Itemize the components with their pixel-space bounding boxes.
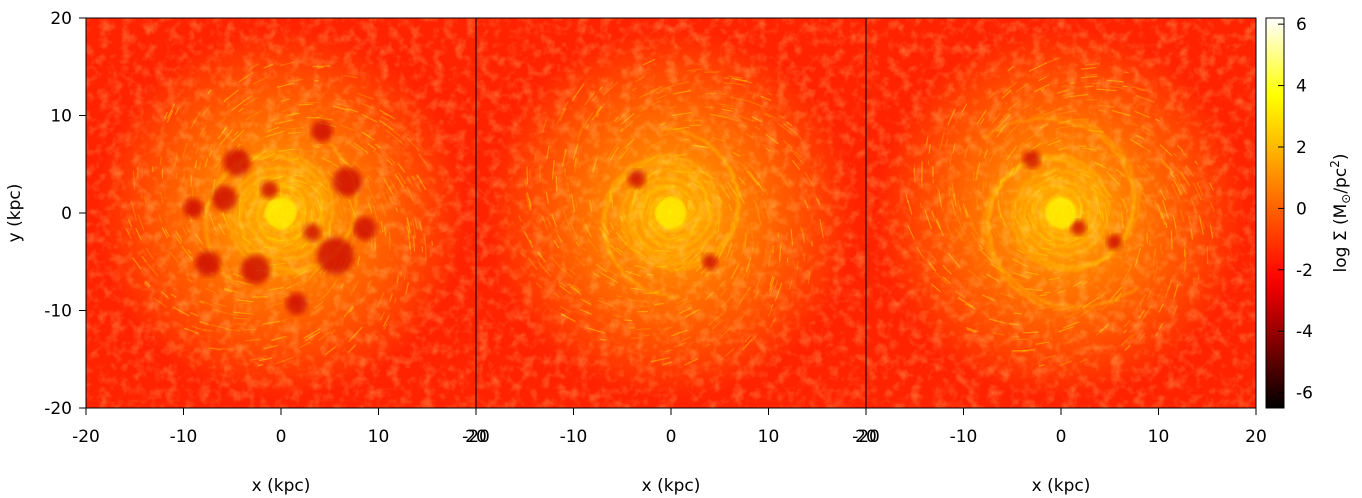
- low-density-hole: [1106, 234, 1123, 251]
- low-density-hole: [317, 237, 355, 275]
- low-density-hole: [702, 253, 718, 270]
- galactic-centre: [265, 197, 297, 229]
- x-tick-label: 20: [1245, 427, 1267, 447]
- galactic-centre: [655, 197, 687, 229]
- x-tick-label: -10: [950, 427, 978, 447]
- colorbar-tick-label: -4: [1296, 322, 1313, 342]
- x-tick-label: -20: [462, 427, 490, 447]
- low-density-hole: [223, 148, 251, 176]
- y-tick-label: 10: [50, 107, 72, 127]
- low-density-hole: [311, 120, 333, 142]
- low-density-hole: [211, 185, 238, 212]
- colorbar-ticks: 6 4 2 0 -2 -4 -6: [1278, 15, 1313, 404]
- x-tick-label: -20: [72, 427, 100, 447]
- low-density-hole: [1070, 219, 1087, 236]
- x-tick-label: 0: [666, 427, 677, 447]
- x-tick-label: -10: [170, 427, 198, 447]
- x-tick-label: 20: [855, 427, 877, 447]
- colorbar-tick-label: 4: [1296, 77, 1307, 97]
- y-tick-label: -10: [44, 302, 72, 322]
- y-tick-label: -20: [44, 399, 72, 419]
- colorbar-tick-label: -6: [1296, 384, 1313, 404]
- panels: [86, 18, 1256, 408]
- density-map-2: [476, 18, 866, 408]
- low-density-hole: [303, 223, 321, 242]
- x-tick-label: 0: [276, 427, 287, 447]
- colorbar-gradient: [1265, 17, 1285, 409]
- y-axis-title: y (kpc): [5, 184, 25, 243]
- colorbar-title: log Σ (M⊙/pc2): [1328, 154, 1353, 273]
- y-tick-label: 20: [50, 9, 72, 29]
- y-tick-label: 0: [61, 204, 72, 224]
- x-tick-label: 10: [1148, 427, 1170, 447]
- low-density-hole: [353, 216, 377, 241]
- low-density-hole: [195, 251, 221, 277]
- x-tick-label: 10: [758, 427, 780, 447]
- x-axis-title: x (kpc): [1032, 476, 1091, 496]
- colorbar-tick-label: 6: [1296, 15, 1307, 35]
- x-tick-label: -10: [560, 427, 588, 447]
- low-density-hole: [1022, 150, 1041, 169]
- x-axis-title: x (kpc): [252, 476, 311, 496]
- low-density-hole: [260, 180, 279, 199]
- density-map-1: [86, 18, 476, 408]
- x-tick-label: 10: [368, 427, 390, 447]
- x-axis-title: x (kpc): [642, 476, 701, 496]
- x-tick-label: 0: [1056, 427, 1067, 447]
- low-density-hole: [628, 170, 646, 188]
- x-tick-label: -20: [852, 427, 880, 447]
- colorbar-tick-label: 0: [1296, 199, 1307, 219]
- x-tick-label: 20: [465, 427, 487, 447]
- colorbar: 6 4 2 0 -2 -4 -6 log Σ (M⊙/pc2): [1265, 15, 1353, 409]
- low-density-hole: [332, 167, 362, 197]
- galactic-centre: [1045, 197, 1077, 229]
- low-density-hole: [241, 254, 271, 285]
- low-density-hole: [183, 198, 203, 218]
- colorbar-tick-label: -2: [1296, 261, 1313, 281]
- colorbar-tick-label: 2: [1296, 138, 1307, 158]
- low-density-hole: [285, 292, 308, 315]
- density-map-3: [866, 18, 1256, 408]
